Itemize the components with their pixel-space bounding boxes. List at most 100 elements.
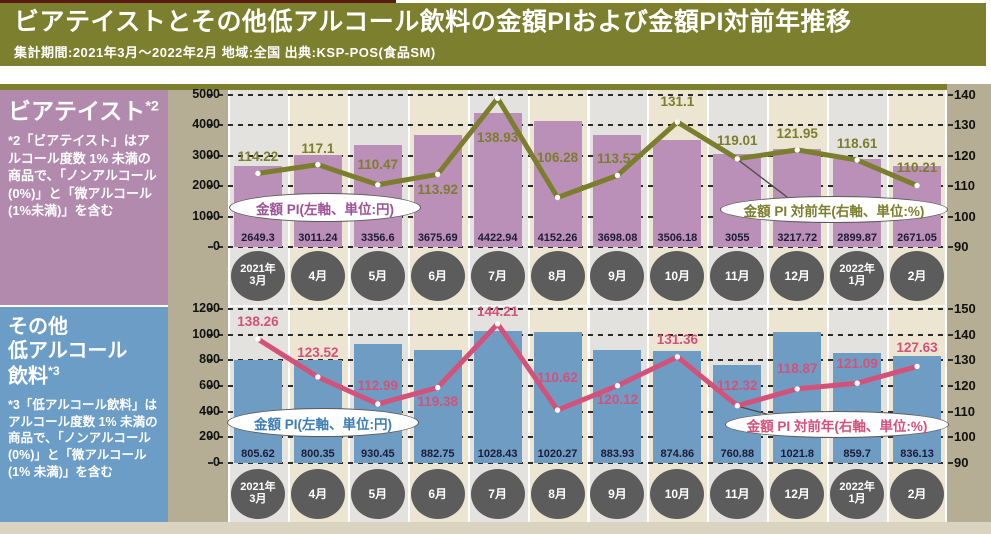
bar-value-label: 3055 [725,232,750,244]
axis-tick-right: 90 [954,239,969,254]
top-border [0,0,396,3]
axis-tick-left: 0 [213,239,220,253]
bar-value-label: 805.62 [241,448,275,460]
footnote-marker: *3 [48,363,60,378]
axis-tick-right: 90 [954,455,969,470]
month-label-circle: 12月 [770,469,825,519]
line-value-label: 123.52 [297,344,339,360]
gridline [208,246,955,248]
header-rule [0,84,947,90]
line-value-label: 127.63 [896,340,938,356]
month-label-circle: 5月 [350,251,405,301]
bar-value-label: 4152.26 [537,232,578,244]
line-value-label: 113.92 [417,182,458,198]
axis-tick-left: 1000 [192,326,220,341]
bar [353,343,402,463]
line-value-label: 144.21 [476,303,519,319]
sidebar-heading: その他 低アルコール 飲料*3 [8,315,162,389]
legend-yoy: 金額 PI 対前年(右軸、単位:%) [720,196,948,223]
legend-label: 金額 PI(左軸、単位:円) [254,416,392,432]
line-value-label: 138.26 [237,314,279,330]
legend-label: 金額 PI 対前年(右軸、単位:%) [743,203,925,219]
bar [653,140,702,247]
month-label-circle: 11月 [710,469,765,519]
axis-tick-right: 110 [954,403,975,419]
month-label-circle: 2月 [890,469,945,519]
line-value-label: 131.36 [656,331,698,347]
line-value-label: 117.1 [301,140,335,156]
bar-value-label: 882.75 [420,448,455,460]
bar-value-label: 930.45 [360,448,395,460]
month-label-circle: 8月 [530,469,585,519]
axis-tick-right: 110 [954,178,975,194]
left-axis-strip [168,90,228,522]
bar-value-label: 3698.08 [597,232,638,244]
bar-value-label: 859.7 [843,448,871,460]
month-label-circle: 9月 [590,251,645,301]
axis-tick-right: 130 [954,352,976,368]
sidebar-note: *2「ビアテイスト」はアルコール度数 1% 未満の商品で、「ノンアルコール(0%… [8,133,157,219]
axis-tick-left: 5000 [192,87,220,101]
bar-value-label: 2671.05 [897,232,937,244]
bar-value-label: 2649.3 [241,232,275,244]
line-value-label: 121.09 [836,356,878,372]
bar-value-label: 1020.27 [537,448,578,460]
bottom-strip [0,522,991,534]
legend-amount-pi: 金額 PI(左軸、単位:円) [227,408,419,437]
line-value-label: 118.61 [836,136,878,152]
month-label-circle: 2022年 1月 [830,469,885,519]
axis-tick-left: 200 [199,429,220,444]
axis-tick-left: 3000 [192,147,220,162]
gridline [208,462,955,464]
sidebar-other-low-alcohol: その他 低アルコール 飲料*3 *3「低アルコール飲料」はアルコール度数 1% … [0,307,168,522]
sidebar-heading-text: ビアテイスト [8,98,146,124]
bar-value-label: 3356.6 [360,232,395,244]
line-value-label: 131.1 [660,94,695,110]
line-value-label: 113.57 [597,151,638,167]
bar-value-label: 836.13 [900,448,934,460]
axis-tick-left: 400 [199,403,220,418]
month-label-circle: 2022年 1月 [830,251,885,301]
month-label-circle: 2月 [890,251,945,301]
axis-tick-left: 2000 [192,178,220,193]
legend-label: 金額 PI 対前年(右軸、単位:%) [746,418,928,434]
month-label-circle: 2021年 3月 [230,469,285,519]
bar [893,355,942,463]
page-title: ビアテイストとその他低アルコール飲料の金額PIおよび金額PI対前年推移 [14,8,852,36]
month-label-circle: 6月 [410,469,465,519]
line-value-label: 110.62 [537,370,578,386]
line-value-label: 138.93 [476,130,519,146]
chart-block-other-low-alcohol: その他 低アルコール 飲料*3 *3「低アルコール飲料」はアルコール度数 1% … [0,301,991,522]
month-label-circle: 7月 [470,469,525,519]
axis-tick-left: 600 [199,378,220,392]
axis-tick-right: 130 [954,117,976,133]
axis-tick-left: 0 [213,455,220,469]
bar-value-label: 3506.18 [657,232,698,244]
line-value-label: 112.32 [717,377,758,393]
chart-block-beer-taste: ビアテイスト*2 *2「ビアテイスト」はアルコール度数 1% 未満の商品で、「ノ… [0,87,991,305]
plot-right-edge [945,307,947,522]
bar-value-label: 4422.94 [477,232,518,244]
line-value-label: 120.12 [596,391,639,407]
bar [653,350,702,463]
bar-value-label: 3675.69 [417,232,458,244]
bar [533,120,582,247]
line-value-label: 110.21 [896,159,938,175]
axis-tick-right: 140 [954,326,976,342]
axis-tick-right: 100 [954,429,976,445]
month-label-circle: 10月 [650,469,705,519]
axis-tick-right: 120 [954,147,976,163]
bar [473,331,522,463]
bar-value-label: 1028.43 [477,448,518,460]
sidebar-beer-taste: ビアテイスト*2 *2「ビアテイスト」はアルコール度数 1% 未満の商品で、「ノ… [0,90,168,305]
page-subtitle: 集計期間:2021年3月〜2022年2月 地域:全国 出典:KSP-POS(食品… [14,45,436,60]
bar-value-label: 760.88 [720,448,755,460]
legend-yoy: 金額 PI 対前年(右軸、単位:%) [725,411,949,438]
bar-value-label: 883.93 [600,448,635,460]
plot-right-edge [945,90,947,305]
bar-value-label: 800.35 [301,448,335,460]
axis-tick-right: 150 [954,301,976,316]
month-label-circle: 9月 [590,469,645,519]
month-label-circle: 12月 [770,251,825,301]
